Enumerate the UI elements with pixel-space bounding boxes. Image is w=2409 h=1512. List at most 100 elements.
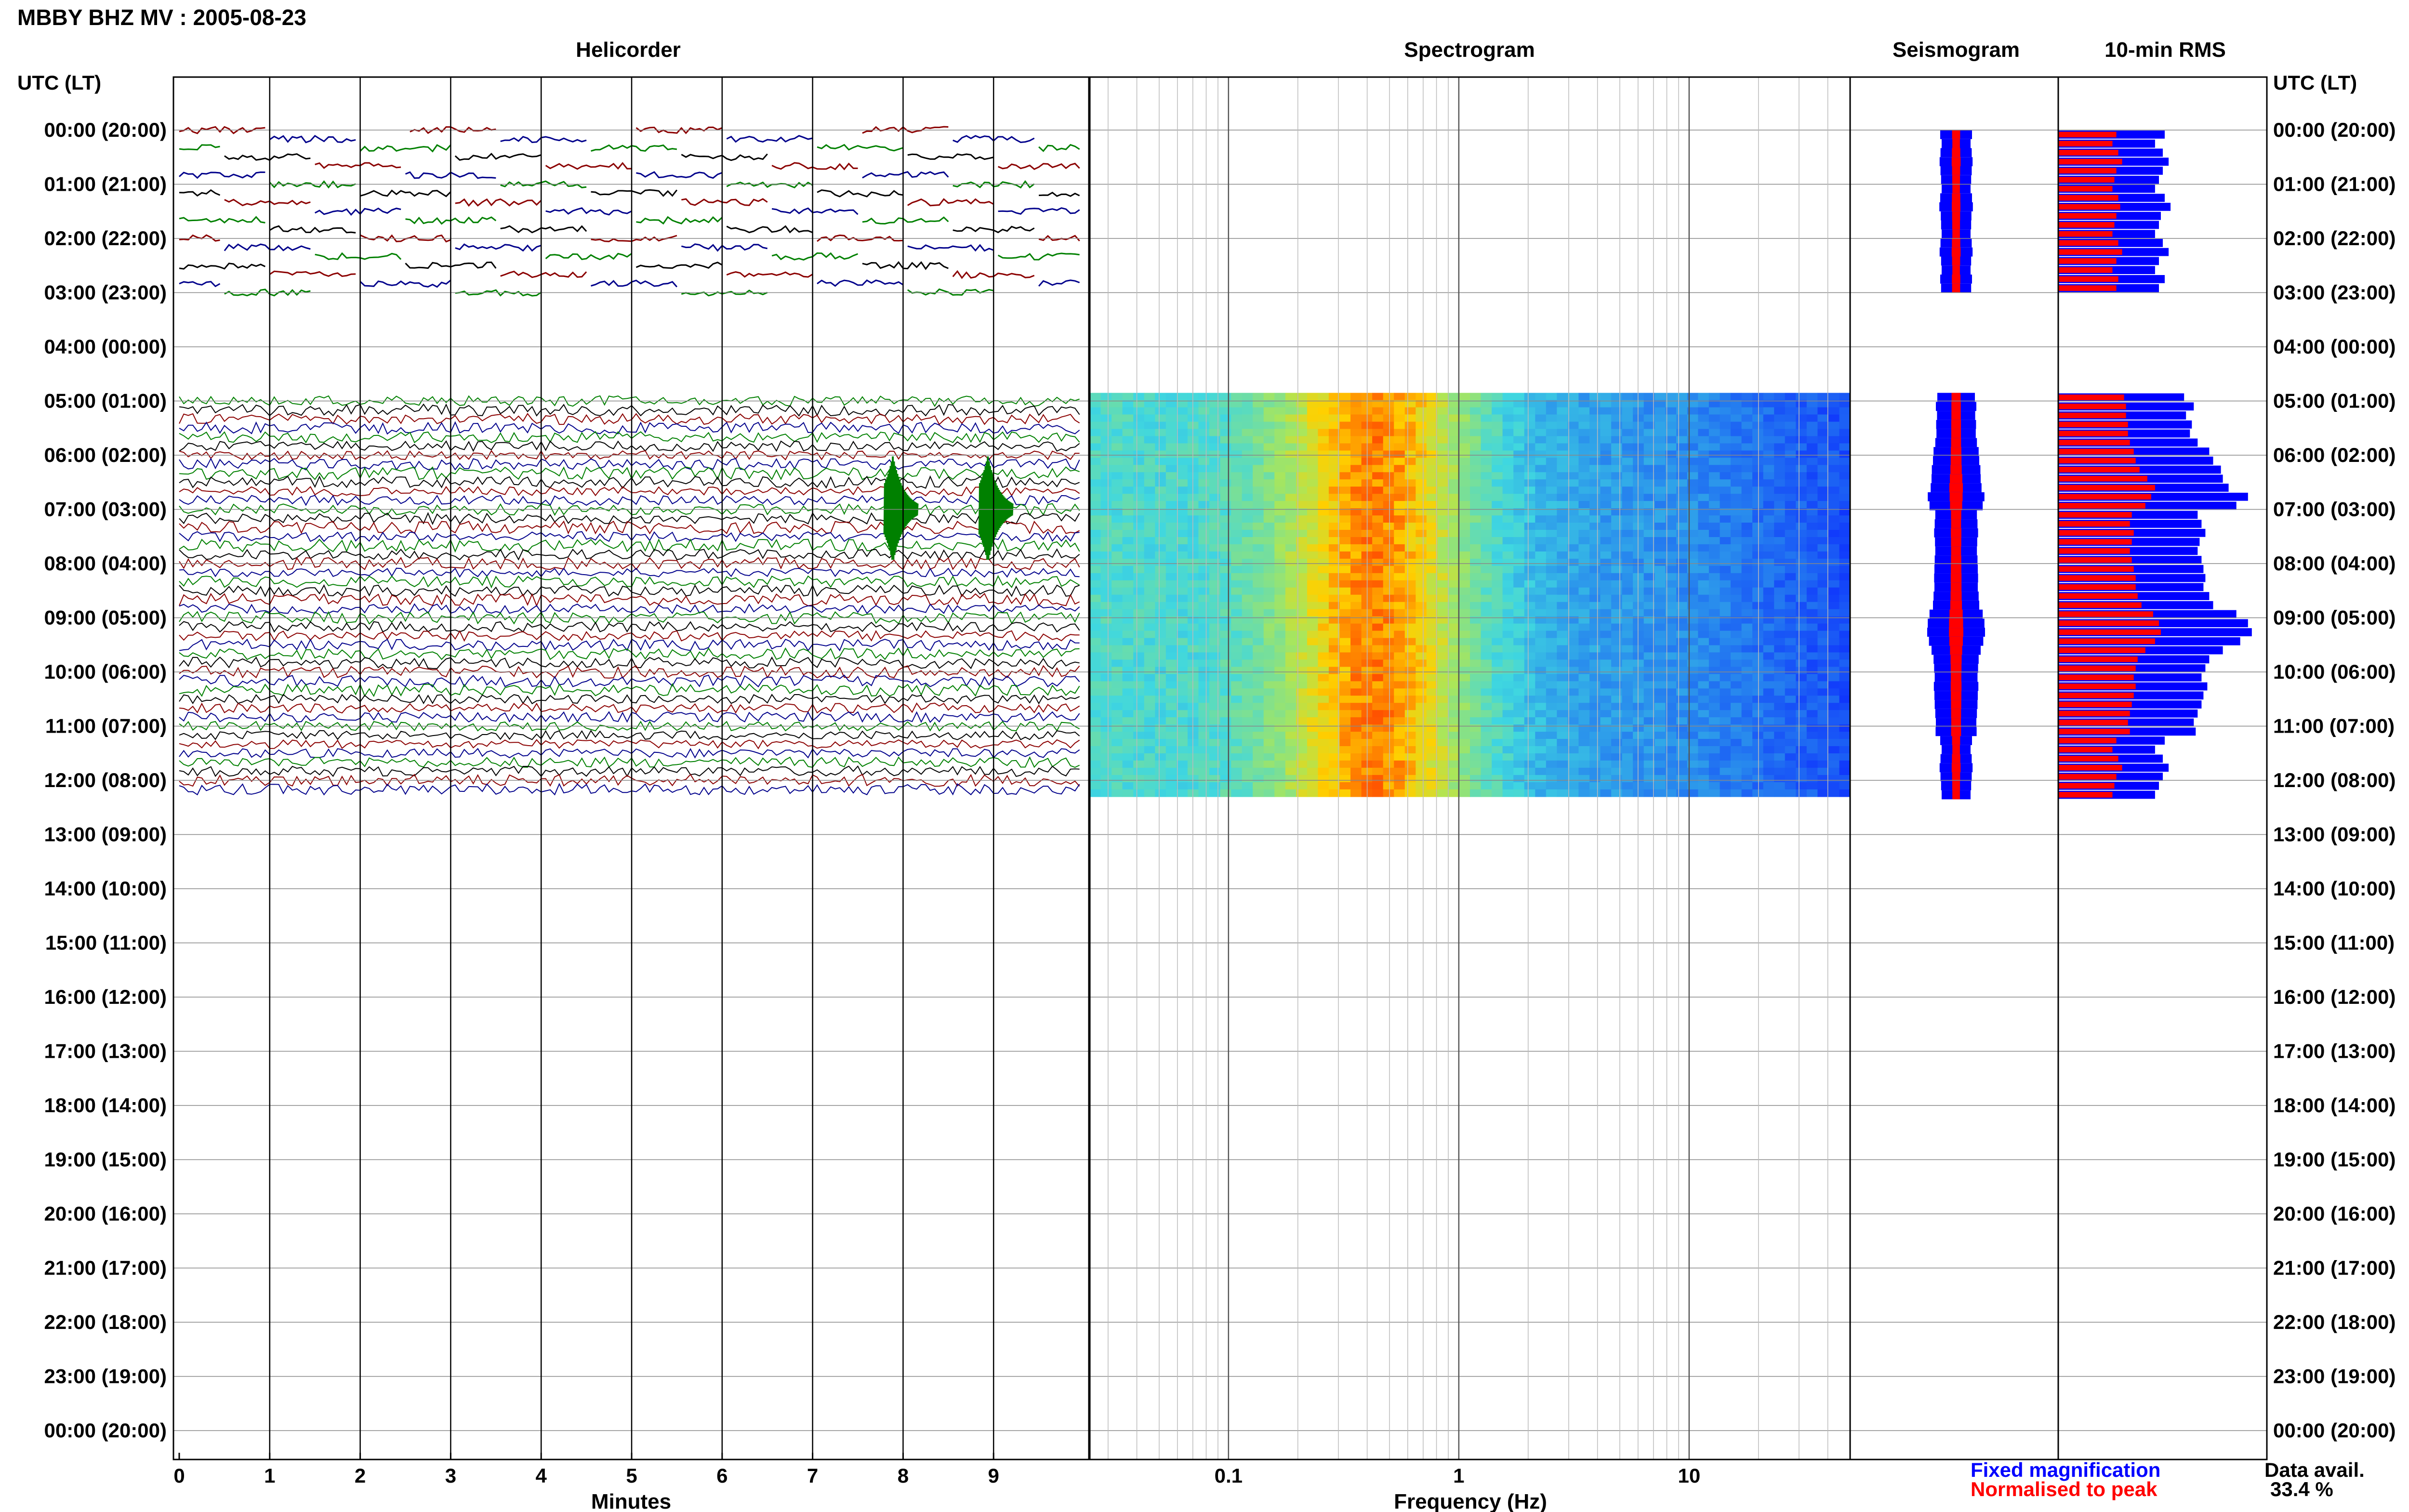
spectrogram-cell xyxy=(1481,659,1492,668)
spectrogram-cell xyxy=(1318,732,1329,739)
spectrogram-cell xyxy=(1187,573,1199,581)
spectrogram-cell xyxy=(1513,652,1525,660)
spectrogram-cell xyxy=(1600,717,1612,725)
spectrogram-cell xyxy=(1372,775,1384,783)
spectrogram-cell xyxy=(1502,530,1514,538)
spectrogram-cell xyxy=(1567,479,1579,487)
spectrogram-cell xyxy=(1731,638,1742,646)
spectrogram-cell xyxy=(1502,551,1514,559)
spectrogram-cell xyxy=(1307,631,1319,639)
spectrogram-cell xyxy=(1263,501,1275,509)
spectrogram-cell xyxy=(1622,450,1633,459)
spectrogram-cell xyxy=(1676,652,1688,660)
spectrogram-cell xyxy=(1242,523,1253,530)
spectrogram-cell xyxy=(1470,508,1482,516)
spectrogram-cell xyxy=(1665,400,1677,408)
spectrogram-cell xyxy=(1470,594,1482,603)
spectrogram-cell xyxy=(1665,450,1677,459)
spectrogram-cell xyxy=(1785,724,1796,732)
spectrogram-cell xyxy=(1220,775,1231,783)
spectrogram-cell xyxy=(1285,450,1297,459)
spectrogram-cell xyxy=(1112,544,1123,552)
spectrogram-cell xyxy=(1296,674,1308,682)
spectrogram-cell xyxy=(1633,782,1644,790)
spectrogram-cell xyxy=(1318,494,1329,501)
spectrogram-cell xyxy=(1633,652,1644,660)
spectrogram-cell xyxy=(1274,479,1286,487)
spectrogram-cell xyxy=(1502,537,1514,545)
spectrogram-cell xyxy=(1698,486,1709,494)
spectrogram-cell xyxy=(1839,652,1851,660)
spectrogram-cell xyxy=(1774,631,1786,639)
spectrogram-cell xyxy=(1459,724,1470,732)
spectrogram-cell xyxy=(1231,631,1243,639)
spectrogram-cell xyxy=(1633,681,1644,689)
spectrogram-cell xyxy=(1785,638,1796,646)
spectrogram-cell xyxy=(1481,523,1492,530)
spectrogram-cell xyxy=(1307,421,1319,430)
spectrogram-cell xyxy=(1492,472,1503,480)
spectrogram-cell xyxy=(1546,458,1558,466)
spectrogram-cell xyxy=(1763,558,1774,566)
spectrogram-cell xyxy=(1198,436,1210,444)
spectrogram-cell xyxy=(1611,767,1623,776)
spectrogram-cell xyxy=(1242,645,1253,653)
spectrogram-cell xyxy=(1513,458,1525,466)
spectrogram-cell xyxy=(1817,652,1829,660)
spectrogram-cell xyxy=(1731,393,1742,401)
spectrogram-cell xyxy=(1437,587,1449,595)
spectrogram-cell xyxy=(1481,486,1492,494)
spectrogram-cell xyxy=(1502,458,1514,466)
spectrogram-cell xyxy=(1231,710,1243,718)
spectrogram-cell xyxy=(1513,515,1525,523)
spectrogram-cell xyxy=(1502,746,1514,754)
spectrogram-cell xyxy=(1643,696,1655,703)
spectrogram-cell xyxy=(1806,753,1818,761)
spectrogram-cell xyxy=(1198,501,1210,509)
spectrogram-cell xyxy=(1307,508,1319,516)
spectrogram-cell xyxy=(1535,494,1547,501)
spectrogram-cell xyxy=(1687,465,1699,473)
spectrogram-cell xyxy=(1437,551,1449,559)
time-label-right: 05:00 (01:00) xyxy=(2273,390,2396,412)
spectrogram-cell xyxy=(1557,508,1568,516)
spectrogram-cell xyxy=(1187,739,1199,747)
spectrogram-cell xyxy=(1643,479,1655,487)
spectrogram-cell xyxy=(1828,623,1840,631)
spectrogram-cell xyxy=(1698,681,1709,689)
spectrogram-cell xyxy=(1090,775,1101,783)
spectrogram-cell xyxy=(1741,523,1753,530)
spectrogram-cell xyxy=(1187,544,1199,552)
spectrogram-cell xyxy=(1448,623,1460,631)
helicorder-trace xyxy=(179,656,1080,670)
spectrogram-cell xyxy=(1589,789,1601,797)
spectrogram-cell xyxy=(1220,450,1231,459)
spectrogram-cell xyxy=(1524,760,1535,768)
seismogram-normalised-envelope xyxy=(1951,247,1961,257)
spectrogram-cell xyxy=(1155,515,1166,523)
spectrogram-cell xyxy=(1263,767,1275,776)
spectrogram-cell xyxy=(1785,472,1796,480)
spectrogram-cell xyxy=(1655,659,1666,668)
spectrogram-cell xyxy=(1296,631,1308,639)
spectrogram-cell xyxy=(1752,544,1764,552)
spectrogram-cell xyxy=(1220,760,1231,768)
helicorder-trace xyxy=(179,431,1080,444)
spectrogram-cell xyxy=(1643,667,1655,675)
spectrogram-cell xyxy=(1437,681,1449,689)
spectrogram-cell xyxy=(1546,724,1558,732)
spectrogram-cell xyxy=(1763,775,1774,783)
spectrogram-cell xyxy=(1698,472,1709,480)
spectrogram-cell xyxy=(1774,587,1786,595)
spectrogram-cell xyxy=(1655,696,1666,703)
spectrogram-cell xyxy=(1328,450,1340,459)
spectrogram-cell xyxy=(1731,501,1742,509)
spectrogram-cell xyxy=(1470,580,1482,588)
rms-bar-normalised xyxy=(2058,692,2134,698)
spectrogram-cell xyxy=(1155,508,1166,516)
spectrogram-cell xyxy=(1090,537,1101,545)
spectrogram-cell xyxy=(1655,767,1666,776)
spectrogram-cell xyxy=(1198,703,1210,710)
spectrogram-cell xyxy=(1394,753,1405,761)
spectrogram-cell xyxy=(1665,789,1677,797)
